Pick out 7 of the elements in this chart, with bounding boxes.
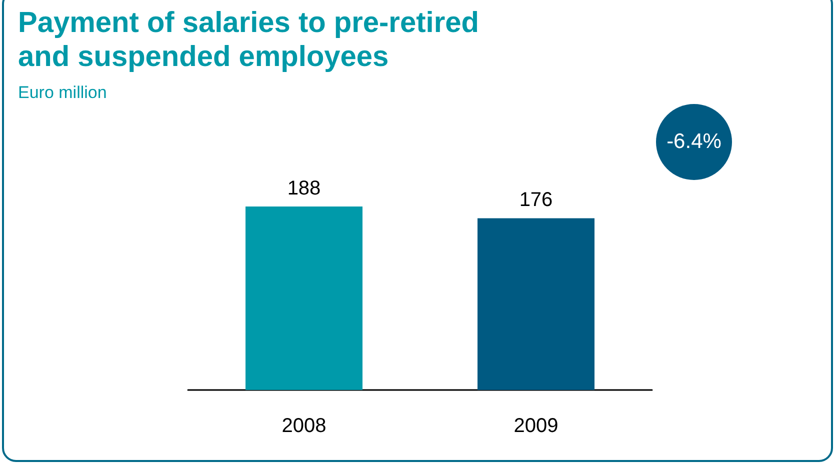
chart-title: Payment of salaries to pre-retired and suspended employees [18, 6, 480, 74]
data-label: 176 [519, 189, 553, 212]
chart-subtitle: Euro million [18, 83, 107, 103]
data-label: 188 [287, 177, 321, 200]
x-tick-label: 2008 [282, 415, 326, 437]
x-tick-label: 2009 [514, 415, 558, 437]
text: -6.4% [656, 104, 732, 180]
